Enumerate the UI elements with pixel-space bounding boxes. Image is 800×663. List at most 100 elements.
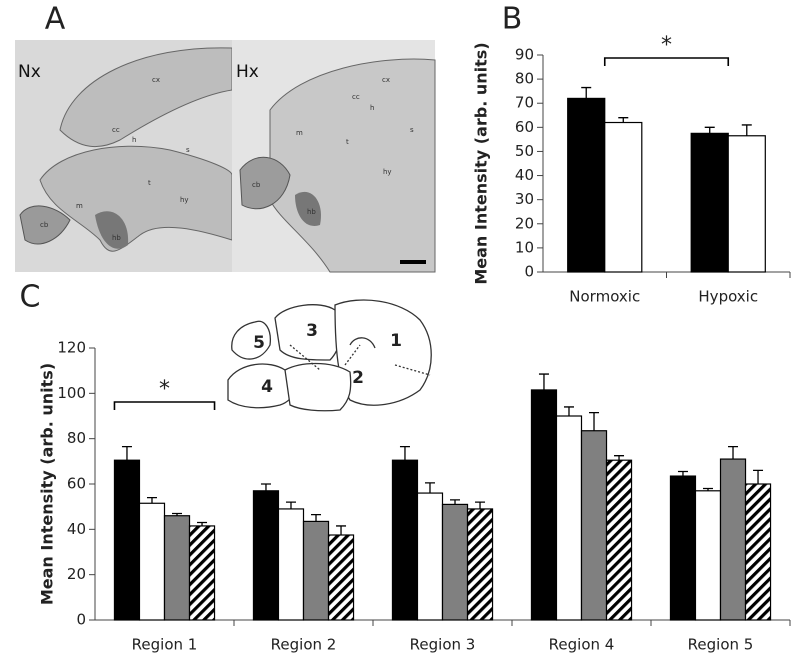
region-abbrev: s (410, 126, 414, 134)
error-bar (285, 501, 296, 509)
bar (694, 490, 722, 621)
error-bar (336, 525, 347, 535)
region-abbrev: cc (112, 126, 120, 134)
error-bar (753, 469, 764, 484)
region-abbrev: cx (382, 76, 390, 84)
bar (727, 135, 766, 273)
error-bar (728, 445, 739, 460)
y-axis-label: Mean Intensity (arb. units) (38, 363, 57, 605)
bar (690, 132, 729, 273)
y-tick-label: 60 (67, 475, 86, 493)
error-bar (450, 499, 461, 505)
significance-star: * (661, 33, 672, 58)
error-bar (704, 126, 715, 134)
bar (530, 389, 558, 621)
y-tick-label: 80 (515, 70, 534, 88)
error-bar (677, 470, 688, 477)
image-nx (15, 40, 233, 272)
significance-star: * (159, 377, 170, 402)
bar (163, 515, 191, 621)
error-bar (589, 411, 600, 431)
y-tick-label: 0 (524, 263, 534, 281)
region-number: 4 (261, 377, 273, 397)
bar (252, 490, 280, 621)
region-abbrev: cb (40, 221, 49, 229)
bar (555, 415, 583, 621)
error-bar (618, 117, 629, 123)
bar (391, 459, 419, 621)
region-abbrev: hb (307, 208, 316, 216)
x-tick-label: Hypoxic (698, 288, 758, 306)
error-bar (702, 487, 713, 491)
region-number: 1 (390, 331, 402, 351)
bar (744, 483, 772, 621)
x-tick-label: Region 1 (132, 636, 198, 654)
bar (416, 492, 444, 621)
error-bar (121, 445, 132, 461)
bar (605, 459, 633, 621)
error-bar (475, 501, 486, 509)
y-tick-label: 10 (515, 238, 534, 256)
panel-label: C (20, 280, 41, 315)
x-tick-label: Region 4 (549, 636, 615, 654)
error-bar (614, 455, 625, 461)
bar (188, 525, 216, 621)
error-bar (146, 496, 157, 504)
bar (466, 508, 494, 621)
image-label: Nx (18, 62, 41, 82)
bar (302, 520, 330, 621)
bar (604, 121, 643, 273)
y-tick-label: 60 (515, 118, 534, 136)
brain-diagram (227, 299, 432, 412)
error-bar (538, 373, 549, 390)
y-tick-label: 40 (67, 520, 86, 538)
y-tick-label: 0 (76, 611, 86, 629)
image-label: Hx (236, 62, 259, 82)
y-tick-label: 20 (67, 565, 86, 583)
y-tick-label: 90 (515, 46, 534, 64)
region-abbrev: t (148, 179, 151, 187)
region-abbrev: h (132, 136, 136, 144)
region-abbrev: s (186, 146, 190, 154)
x-tick-label: Region 5 (688, 636, 754, 654)
y-axis-label: Mean Intensity (arb. units) (472, 42, 491, 284)
region-abbrev: cb (252, 181, 261, 189)
significance-bracket (603, 57, 730, 66)
panel-label: A (45, 2, 66, 37)
bar (138, 502, 166, 621)
region-abbrev: hb (112, 234, 121, 242)
error-bar (197, 521, 208, 526)
error-bar (260, 483, 271, 491)
region-abbrev: hy (180, 196, 189, 204)
bar (113, 459, 141, 621)
image-hx (232, 40, 436, 273)
y-tick-label: 70 (515, 94, 534, 112)
region-abbrev: cc (352, 93, 360, 101)
x-tick-label: Region 3 (410, 636, 476, 654)
bar (567, 97, 606, 273)
y-tick-label: 50 (515, 142, 534, 160)
region-abbrev: hy (383, 168, 392, 176)
error-bar (311, 513, 322, 522)
error-bar (581, 86, 592, 99)
error-bar (424, 482, 435, 494)
y-tick-label: 20 (515, 214, 534, 232)
bar (327, 534, 355, 621)
region-abbrev: t (346, 138, 349, 146)
region-abbrev: m (296, 129, 303, 137)
bar (580, 430, 608, 621)
significance-bracket (113, 401, 216, 410)
y-tick-label: 120 (57, 339, 86, 357)
y-tick-label: 40 (515, 166, 534, 184)
error-bar (172, 512, 183, 516)
region-abbrev: cx (152, 76, 160, 84)
y-tick-label: 80 (67, 429, 86, 447)
x-tick-label: Region 2 (271, 636, 337, 654)
x-tick-label: Normoxic (569, 288, 640, 306)
panel-label: B (502, 2, 523, 37)
error-bar (741, 124, 752, 136)
y-tick-label: 100 (57, 384, 86, 402)
bar (441, 503, 469, 621)
error-bar (399, 445, 410, 461)
